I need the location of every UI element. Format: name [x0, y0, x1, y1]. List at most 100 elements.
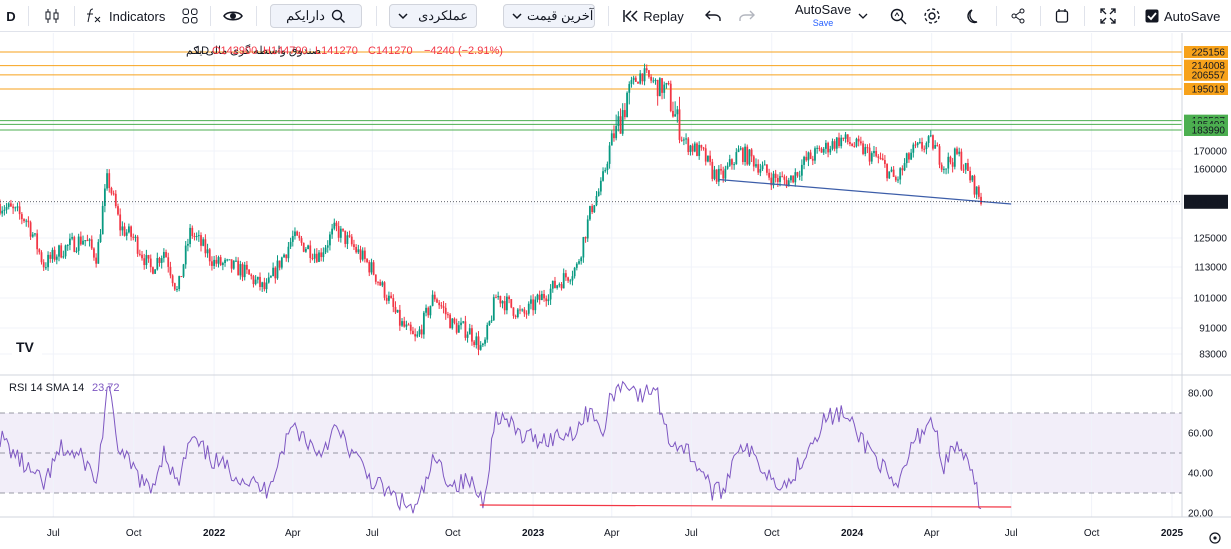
time-tick-label: 2023: [522, 528, 545, 539]
symbol-button[interactable]: D: [4, 4, 18, 28]
candle-body: [313, 253, 316, 259]
candle-body: [300, 238, 303, 243]
candle-body: [488, 321, 491, 325]
candle-body: [145, 255, 148, 266]
candle-body: [141, 254, 143, 259]
candle-body: [514, 315, 517, 318]
level-label-bg: [1184, 68, 1228, 81]
chart-style-label: عملکردی: [418, 8, 468, 23]
undo-button[interactable]: [702, 4, 724, 28]
trendlines[interactable]: [0, 178, 1182, 508]
candle-body: [862, 143, 864, 154]
snapshot-button[interactable]: [1050, 4, 1074, 28]
candle-body: [304, 249, 307, 252]
visibility-button[interactable]: [220, 4, 246, 28]
candle-body: [508, 296, 510, 300]
candle-body: [510, 299, 513, 308]
candle-body: [280, 257, 283, 268]
candle-body: [51, 249, 54, 259]
share-button[interactable]: [1006, 4, 1030, 28]
candle-body: [265, 282, 268, 290]
candle-body: [883, 160, 886, 164]
checkbox-icon[interactable]: [1145, 9, 1159, 23]
candle-body: [409, 324, 412, 331]
autosave-save-link[interactable]: Save: [812, 18, 834, 28]
candle-body: [248, 269, 250, 275]
candle-body: [536, 294, 539, 300]
indicators-button[interactable]: Indicators: [84, 4, 168, 28]
candle-body: [99, 234, 102, 243]
candle-body: [416, 334, 419, 337]
candle-body: [916, 142, 919, 146]
candle-body: [466, 334, 469, 338]
fullscreen-button[interactable]: [1096, 4, 1120, 28]
symbol-search-box[interactable]: دارایکم: [270, 4, 362, 28]
candle-body: [471, 328, 473, 342]
autosave-group[interactable]: AutoSave Save: [790, 3, 856, 31]
chart-style-select[interactable]: عملکردی: [389, 4, 477, 28]
candle-body: [811, 158, 814, 161]
autosave-toggle[interactable]: AutoSave: [1145, 4, 1229, 28]
candle-body: [842, 137, 845, 139]
tradingview-logo[interactable]: TV: [12, 336, 42, 358]
candle-body: [178, 276, 181, 290]
toolbar-divider: [1084, 6, 1085, 26]
candle-body: [167, 257, 170, 267]
candle-body: [641, 73, 644, 82]
toolbar-divider: [1134, 6, 1135, 26]
time-tick-label: Apr: [285, 528, 301, 539]
autosave-menu-button[interactable]: [856, 4, 870, 28]
candle-body: [359, 249, 362, 260]
settings-button[interactable]: [920, 4, 944, 28]
rsi-value: 23.72: [92, 382, 120, 394]
templates-button[interactable]: [178, 4, 202, 28]
candle-body: [586, 219, 589, 239]
candle-body: [29, 222, 32, 237]
time-tick-label: 2022: [203, 528, 226, 539]
candle-body: [160, 258, 163, 263]
candle-body: [942, 168, 945, 170]
chart-area[interactable]: 1700001600001400001250001130001010009100…: [0, 33, 1231, 549]
candlestick-series: [0, 63, 982, 356]
candle-body: [187, 243, 189, 246]
candle-body: [589, 206, 591, 220]
candle-body: [704, 148, 707, 162]
candle-body: [672, 110, 674, 117]
goto-settings-icon[interactable]: [1209, 532, 1221, 544]
candle-body: [615, 126, 618, 139]
candle-body: [512, 307, 515, 316]
time-tick-label: Apr: [924, 528, 940, 539]
snapshot-icon: [1054, 8, 1070, 24]
search-icon: [330, 8, 346, 24]
candle-body: [468, 328, 471, 335]
candle-body: [283, 254, 285, 258]
toolbar-divider: [608, 6, 609, 26]
candle-body: [158, 257, 161, 263]
candle-body: [213, 259, 216, 266]
legend-interval: 1D: [195, 45, 209, 57]
redo-button[interactable]: [736, 4, 758, 28]
horizontal-levels[interactable]: [0, 51, 1182, 131]
chart-type-button[interactable]: [40, 4, 64, 28]
candle-body: [307, 245, 309, 250]
candle-body: [503, 301, 506, 311]
replay-button[interactable]: Replay: [622, 4, 684, 28]
candle-body: [460, 322, 462, 326]
candle-body: [27, 220, 30, 223]
candle-body: [84, 240, 87, 242]
candle-body: [453, 318, 456, 323]
time-tick-label: Jul: [366, 528, 379, 539]
candle-body: [237, 260, 240, 276]
theme-toggle-button[interactable]: [962, 4, 986, 28]
time-tick-label: Oct: [764, 528, 780, 539]
candle-body: [18, 206, 21, 215]
candle-body: [309, 245, 312, 258]
candle-body: [720, 168, 722, 171]
quick-search-button[interactable]: [886, 4, 910, 28]
candle-body: [877, 156, 880, 158]
price-type-select[interactable]: آخرین قیمت: [503, 4, 595, 28]
candle-body: [816, 147, 819, 149]
candle-body: [230, 259, 233, 269]
candle-body: [864, 147, 867, 154]
candle-body: [501, 301, 504, 304]
